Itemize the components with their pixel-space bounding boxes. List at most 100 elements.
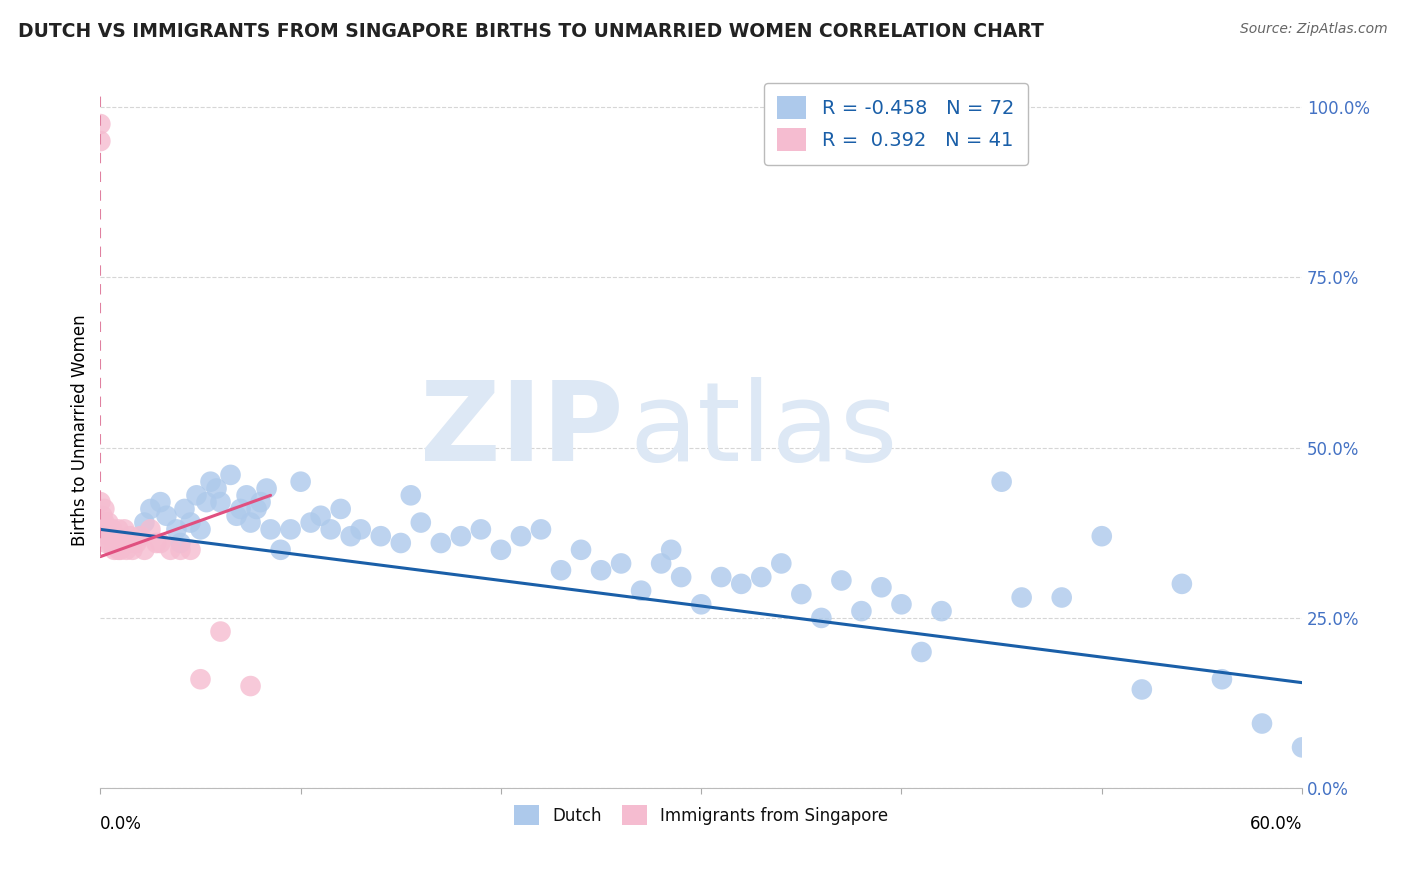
Point	[97, 516, 120, 530]
Point	[1171, 577, 1194, 591]
Text: 60.0%: 60.0%	[1250, 815, 1302, 833]
Point	[589, 563, 612, 577]
Point	[200, 475, 222, 489]
Point	[125, 536, 148, 550]
Point	[280, 522, 302, 536]
Point	[1251, 716, 1274, 731]
Point	[110, 536, 132, 550]
Point	[309, 508, 332, 523]
Point	[659, 542, 682, 557]
Point	[470, 522, 492, 536]
Point	[489, 542, 512, 557]
Point	[229, 502, 252, 516]
Point	[103, 536, 125, 550]
Point	[630, 583, 652, 598]
Point	[870, 580, 893, 594]
Point	[98, 536, 121, 550]
Point	[256, 482, 278, 496]
Point	[339, 529, 361, 543]
Point	[107, 542, 129, 557]
Point	[93, 502, 115, 516]
Legend: Dutch, Immigrants from Singapore: Dutch, Immigrants from Singapore	[508, 799, 896, 831]
Point	[105, 536, 128, 550]
Point	[134, 542, 156, 557]
Point	[173, 502, 195, 516]
Point	[239, 516, 262, 530]
Point	[990, 475, 1012, 489]
Point	[139, 522, 162, 536]
Point	[690, 597, 713, 611]
Point	[179, 516, 201, 530]
Text: ZIP: ZIP	[420, 377, 623, 484]
Point	[96, 522, 118, 536]
Point	[669, 570, 692, 584]
Point	[145, 536, 167, 550]
Point	[790, 587, 813, 601]
Point	[409, 516, 432, 530]
Point	[1091, 529, 1114, 543]
Point	[319, 522, 342, 536]
Text: atlas: atlas	[628, 377, 897, 484]
Point	[209, 624, 232, 639]
Point	[389, 536, 412, 550]
Point	[550, 563, 572, 577]
Point	[169, 542, 191, 557]
Point	[98, 522, 121, 536]
Point	[195, 495, 218, 509]
Point	[259, 522, 281, 536]
Point	[111, 536, 134, 550]
Point	[830, 574, 852, 588]
Point	[190, 522, 212, 536]
Point	[1211, 672, 1233, 686]
Point	[205, 482, 228, 496]
Point	[107, 522, 129, 536]
Point	[149, 495, 172, 509]
Point	[910, 645, 932, 659]
Point	[121, 542, 143, 557]
Point	[129, 529, 152, 543]
Point	[650, 557, 672, 571]
Point	[190, 672, 212, 686]
Point	[851, 604, 873, 618]
Text: Source: ZipAtlas.com: Source: ZipAtlas.com	[1240, 22, 1388, 37]
Point	[329, 502, 352, 516]
Point	[186, 488, 208, 502]
Point	[166, 522, 188, 536]
Point	[399, 488, 422, 502]
Point	[159, 542, 181, 557]
Point	[139, 502, 162, 516]
Point	[890, 597, 912, 611]
Point	[810, 611, 832, 625]
Point	[110, 542, 132, 557]
Point	[134, 516, 156, 530]
Point	[249, 495, 271, 509]
Point	[101, 529, 124, 543]
Point	[103, 542, 125, 557]
Point	[610, 557, 633, 571]
Point	[225, 508, 247, 523]
Point	[569, 542, 592, 557]
Point	[179, 542, 201, 557]
Point	[1050, 591, 1073, 605]
Point	[105, 529, 128, 543]
Point	[299, 516, 322, 530]
Point	[93, 516, 115, 530]
Point	[91, 508, 114, 523]
Point	[239, 679, 262, 693]
Point	[155, 508, 177, 523]
Point	[770, 557, 793, 571]
Point	[209, 495, 232, 509]
Point	[350, 522, 373, 536]
Point	[370, 529, 392, 543]
Point	[89, 134, 111, 148]
Point	[89, 117, 111, 131]
Point	[91, 522, 114, 536]
Point	[530, 522, 553, 536]
Point	[1291, 740, 1313, 755]
Point	[510, 529, 533, 543]
Point	[430, 536, 453, 550]
Y-axis label: Births to Unmarried Women: Births to Unmarried Women	[72, 315, 89, 547]
Point	[149, 536, 172, 550]
Point	[749, 570, 772, 584]
Point	[97, 529, 120, 543]
